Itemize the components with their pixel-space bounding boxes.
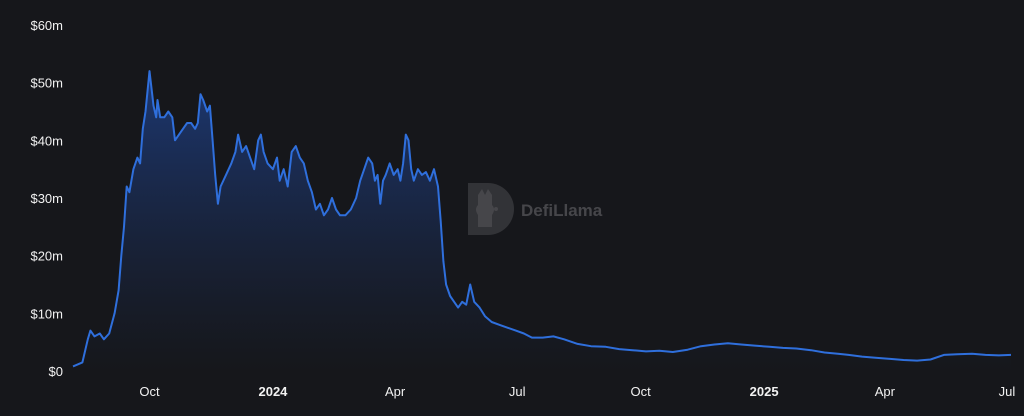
- area-layer: [73, 71, 1011, 371]
- x-tick-label: Apr: [385, 384, 406, 399]
- x-tick-label: Oct: [631, 384, 652, 399]
- x-axis: Oct 2024 Apr Jul Oct 2025 Apr Jul: [139, 384, 1015, 399]
- y-tick-label: $10m: [30, 306, 63, 321]
- line-layer: [72, 70, 1012, 368]
- llama-logo-icon: [468, 183, 514, 235]
- x-tick-label: Apr: [875, 384, 896, 399]
- x-tick-label: Jul: [999, 384, 1016, 399]
- y-tick-label: $30m: [30, 191, 63, 206]
- x-tick-label: Oct: [139, 384, 160, 399]
- y-axis: $0 $10m $20m $30m $40m $50m $60m: [30, 18, 63, 379]
- y-tick-label: $40m: [30, 133, 63, 148]
- series-area: [73, 71, 1011, 371]
- series-line: [72, 70, 1012, 368]
- y-tick-label: $60m: [30, 18, 63, 33]
- x-tick-label: 2025: [750, 384, 779, 399]
- y-tick-label: $50m: [30, 76, 63, 91]
- watermark-text: DefiLlama: [521, 201, 603, 220]
- y-tick-label: $20m: [30, 249, 63, 264]
- y-tick-label: $0: [49, 364, 63, 379]
- x-tick-label: 2024: [258, 384, 288, 399]
- x-tick-label: Jul: [509, 384, 526, 399]
- watermark: DefiLlama: [468, 183, 603, 235]
